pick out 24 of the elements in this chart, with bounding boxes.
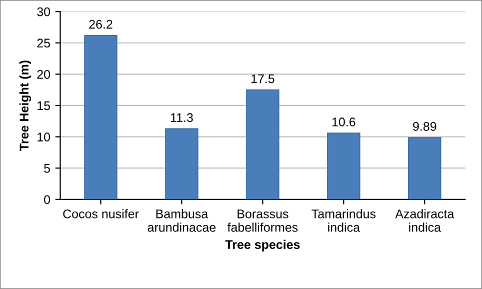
y-tick-label: 10 xyxy=(38,132,50,142)
x-tick-label: Bambusa arundinacae xyxy=(148,209,216,232)
y-axis-title: Tree Height (m) xyxy=(19,60,32,151)
bar xyxy=(327,132,360,200)
y-tick-label: 20 xyxy=(37,70,50,79)
data-label: 17.5 xyxy=(251,74,274,84)
bar xyxy=(165,128,198,200)
data-label: 11.3 xyxy=(170,113,193,122)
bar xyxy=(246,89,280,200)
y-tick-label: 30 xyxy=(37,7,50,16)
y-tick-label: 15 xyxy=(38,101,50,110)
bar xyxy=(408,137,442,200)
y-tick-label: 5 xyxy=(44,164,50,173)
data-label: 9.89 xyxy=(413,122,436,131)
x-tick-label: Cocos nusifer xyxy=(63,209,139,218)
data-label: 26.2 xyxy=(89,20,112,29)
x-axis-title: Tree species xyxy=(225,240,300,252)
bar xyxy=(84,34,118,200)
data-label: 10.6 xyxy=(332,118,356,126)
x-tick-label: Tamarindus indica xyxy=(312,209,376,232)
y-tick-label: 0 xyxy=(44,195,50,204)
y-tick-label: 25 xyxy=(37,38,50,48)
x-tick-label: Borassus fabelliformes xyxy=(227,210,298,232)
x-tick-label: Azadiracta indica xyxy=(395,209,454,232)
